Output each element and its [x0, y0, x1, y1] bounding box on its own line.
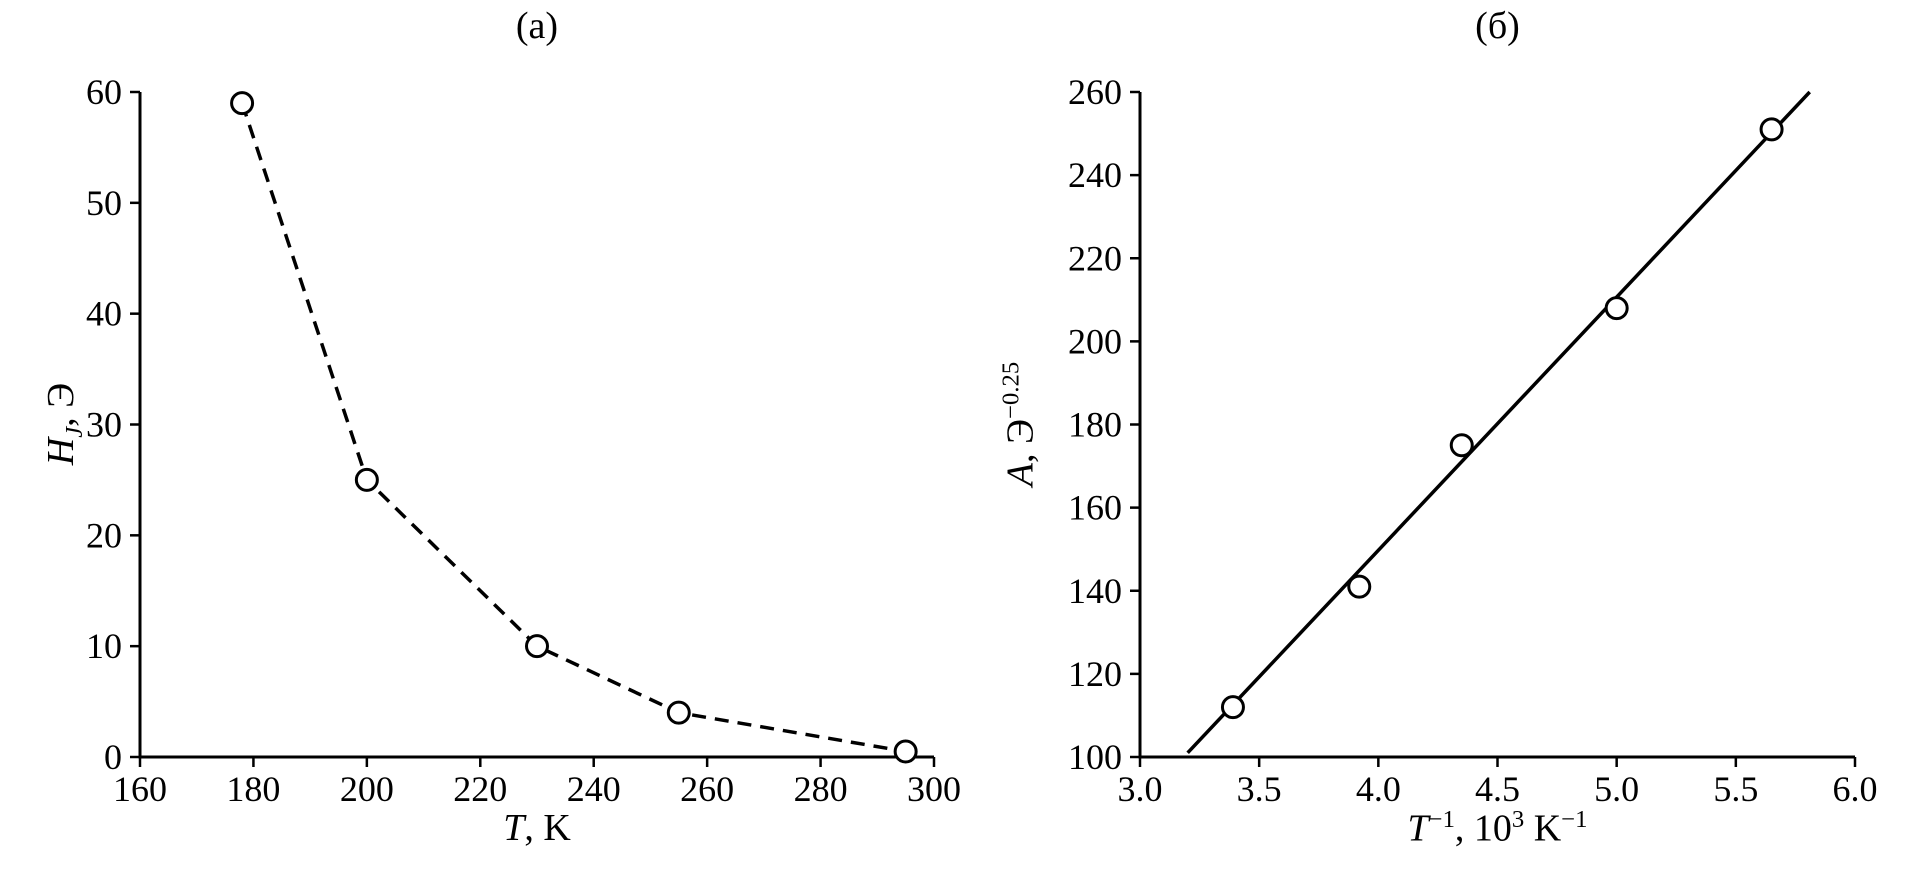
x-tick-label: 280 — [794, 769, 848, 809]
panel-a-y-axis-title: HJ, Э — [39, 383, 89, 466]
panel-a-plot-canvas: 160 180 200 220 240 260 280 300 0 10 20 30 40 50 60 — [86, 72, 961, 809]
axis-title-segment: , K — [524, 807, 571, 849]
x-tick-label: 300 — [907, 769, 961, 809]
data-point — [1220, 695, 1245, 720]
axis-title-segment: , 10 — [1454, 807, 1512, 850]
data-point — [1759, 117, 1784, 142]
x-tick-label: 220 — [453, 769, 507, 809]
axis-title-segment: , Э — [999, 418, 1042, 464]
y-tick-label: 60 — [86, 72, 122, 112]
y-tick-label: 140 — [1068, 571, 1122, 611]
data-point — [666, 700, 691, 725]
axis-title-segment: −1 — [1428, 806, 1455, 833]
x-tick-label: 4.0 — [1356, 769, 1401, 809]
y-tick-label: 20 — [86, 515, 122, 555]
data-point — [230, 91, 255, 116]
y-tick-label: 200 — [1068, 321, 1122, 361]
y-tick-label: 30 — [86, 405, 122, 445]
y-tick-label: 180 — [1068, 405, 1122, 445]
data-line-dashed — [240, 102, 906, 754]
y-tick-label: 40 — [86, 294, 122, 334]
fit-line — [1186, 90, 1811, 755]
axis-title-segment: A — [999, 463, 1042, 487]
axis-title-segment: 3 — [1511, 806, 1525, 833]
y-tick-label: 10 — [86, 626, 122, 666]
x-tick-label: 5.0 — [1594, 769, 1639, 809]
x-tick-label: 240 — [567, 769, 621, 809]
x-tick-label: 3.5 — [1237, 769, 1282, 809]
axis-title-segment: −1 — [1561, 806, 1588, 833]
x-tick-label: 200 — [340, 769, 394, 809]
x-tick-label: 4.5 — [1475, 769, 1520, 809]
panel-b: (б) 3.0 3.5 4.0 4.5 5.0 5.5 6.0 100 120 140 160 180… — [980, 0, 1915, 879]
x-tick-label: 160 — [113, 769, 167, 809]
panel-a-x-axis-title: T, K — [140, 806, 934, 850]
x-tick-label: 180 — [226, 769, 280, 809]
data-point — [1449, 433, 1474, 458]
data-point — [525, 634, 549, 659]
x-tick-label: 3.0 — [1118, 769, 1163, 809]
panel-b-x-axis-title: T−1, 103 K−1 — [1140, 806, 1855, 851]
panel-b-label: (б) — [1475, 5, 1520, 47]
data-point — [893, 739, 918, 764]
panel-b-plot-canvas: 3.0 3.5 4.0 4.5 5.0 5.5 6.0 100 120 140 160 180 200 2… — [1068, 72, 1878, 809]
axis-title-segment: T — [503, 807, 525, 849]
data-point — [354, 467, 379, 492]
y-tick-label: 260 — [1068, 72, 1122, 112]
panel-a-label: (а) — [515, 5, 559, 47]
y-tick-label: 120 — [1068, 654, 1122, 694]
data-point — [1604, 296, 1629, 321]
axis-title-segment: J — [60, 426, 88, 438]
panel-b-y-axis-title: A, Э−0.25 — [998, 362, 1043, 486]
y-tick-label: 0 — [104, 737, 122, 777]
axis-title-segment: K — [1524, 807, 1562, 850]
x-tick-label: 5.5 — [1713, 769, 1758, 809]
axis-title-segment: T — [1407, 807, 1429, 850]
y-tick-label: 50 — [86, 183, 122, 223]
x-tick-label: 6.0 — [1833, 769, 1878, 809]
axis-title-segment: −0.25 — [997, 361, 1025, 419]
y-tick-label: 160 — [1068, 488, 1122, 528]
y-tick-label: 220 — [1068, 238, 1122, 278]
data-point — [1347, 574, 1372, 599]
panel-a: (а) 160 180 200 220 240 260 280 300 0 10 20 30 40 50 6… — [39, 5, 961, 850]
x-tick-label: 260 — [680, 769, 734, 809]
axis-title-segment: H — [40, 437, 83, 466]
y-tick-label: 100 — [1068, 737, 1122, 777]
axis-title-segment: , Э — [40, 382, 83, 427]
y-tick-label: 240 — [1068, 155, 1122, 195]
